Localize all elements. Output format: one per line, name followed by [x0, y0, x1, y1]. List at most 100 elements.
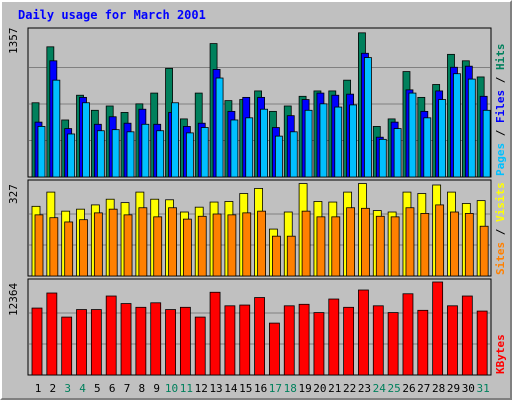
pages-bar-day-3 — [67, 133, 76, 178]
sites-bar-day-28 — [435, 204, 445, 277]
day-label-22: 22 — [343, 382, 356, 395]
day-label-26: 26 — [402, 382, 415, 395]
kbytes-bar-day-14 — [224, 305, 236, 376]
pages-bar-day-26 — [408, 92, 417, 178]
pages-bar-day-13 — [215, 77, 224, 178]
pages-bar-day-15 — [245, 117, 254, 178]
kbytes-bar-day-27 — [417, 309, 429, 376]
day-label-6: 6 — [109, 382, 116, 395]
pages-bar-day-20 — [319, 103, 328, 178]
pages-bar-day-24 — [378, 138, 387, 178]
day-label-11: 11 — [180, 382, 193, 395]
kbytes-bar-day-6 — [105, 295, 117, 376]
day-label-2: 2 — [50, 382, 57, 395]
legend-part: / — [494, 222, 507, 242]
day-label-15: 15 — [239, 382, 252, 395]
sites-bar-day-18 — [286, 235, 296, 277]
sites-bar-day-6 — [108, 208, 118, 277]
pages-bar-day-19 — [304, 109, 313, 178]
kbytes-bar-day-2 — [46, 292, 58, 376]
pages-bar-day-23 — [364, 57, 372, 178]
sites-bar-day-23 — [361, 207, 370, 277]
sites-bar-day-16 — [257, 210, 266, 277]
day-label-16: 16 — [254, 382, 267, 395]
kbytes-bar-day-24 — [372, 305, 384, 376]
kbytes-bar-day-31 — [476, 310, 488, 376]
kbytes-bar-day-13 — [209, 291, 221, 376]
sites-bar-day-20 — [316, 216, 326, 277]
kbytes-bar-day-21 — [328, 298, 340, 376]
kbytes-bar-day-22 — [343, 306, 355, 376]
day-label-12: 12 — [195, 382, 208, 395]
sites-bar-day-13 — [212, 213, 222, 277]
day-label-5: 5 — [94, 382, 101, 395]
kbytes-bar-day-5 — [90, 309, 102, 376]
legend-part: Hits — [494, 44, 507, 71]
kbytes-bar-day-4 — [76, 309, 87, 376]
sites-bar-day-1 — [34, 214, 44, 277]
sites-bar-day-9 — [153, 216, 163, 277]
kbytes-bar-day-11 — [179, 306, 191, 376]
sites-bar-day-21 — [331, 216, 341, 277]
sites-bar-day-3 — [64, 221, 74, 277]
pages-bar-day-30 — [467, 78, 476, 178]
day-label-23: 23 — [358, 382, 371, 395]
sites-bar-day-25 — [390, 216, 400, 277]
kbytes-bar-day-26 — [402, 293, 414, 376]
legend-part: Files — [494, 90, 507, 123]
pages-bar-day-16 — [260, 108, 268, 178]
sites-bar-day-27 — [420, 213, 430, 277]
kbytes-bar-day-9 — [150, 302, 162, 376]
sites-bar-day-4 — [79, 219, 88, 277]
pages-bar-day-17 — [275, 135, 283, 178]
sites-bar-day-29 — [450, 211, 459, 277]
day-label-30: 30 — [462, 382, 475, 395]
day-label-3: 3 — [64, 382, 71, 395]
series-legend-visits-sites: Sites / Visits — [494, 182, 507, 275]
sites-bar-day-7 — [123, 214, 133, 277]
pages-bar-day-2 — [52, 79, 61, 178]
day-label-7: 7 — [124, 382, 131, 395]
pages-bar-day-28 — [438, 99, 447, 178]
sites-bar-day-10 — [168, 207, 177, 277]
sites-bar-day-5 — [93, 212, 103, 277]
legend-part: Sites — [494, 242, 507, 275]
pages-bar-day-12 — [200, 127, 209, 178]
pages-bar-day-11 — [185, 132, 194, 178]
sites-bar-day-22 — [346, 207, 356, 277]
day-label-14: 14 — [224, 382, 238, 395]
kbytes-bar-day-18 — [283, 305, 295, 376]
sites-bar-day-8 — [138, 207, 148, 277]
sites-bar-day-2 — [49, 217, 59, 277]
series-legend-kbytes: KBytes — [494, 334, 507, 374]
pages-bar-day-10 — [171, 102, 179, 178]
chart-title: Daily usage for March 2001 — [18, 8, 206, 22]
day-label-10: 10 — [165, 382, 178, 395]
day-label-25: 25 — [388, 382, 401, 395]
legend-part: Pages — [494, 143, 507, 176]
legend-part: / — [494, 70, 507, 90]
day-label-17: 17 — [269, 382, 282, 395]
sites-bar-day-17 — [272, 235, 281, 277]
day-label-9: 9 — [153, 382, 160, 395]
pages-bar-day-6 — [111, 129, 120, 178]
sites-bar-day-15 — [242, 212, 252, 277]
sites-bar-day-12 — [197, 215, 207, 277]
pages-bar-day-8 — [141, 123, 150, 178]
kbytes-bar-day-10 — [165, 309, 176, 376]
pages-bar-day-18 — [289, 131, 298, 178]
pages-bar-day-31 — [482, 109, 491, 178]
kbytes-bar-day-17 — [269, 322, 280, 376]
sites-bar-day-30 — [464, 213, 474, 277]
pages-bar-day-25 — [393, 128, 402, 178]
legend-part: KBytes — [494, 334, 507, 374]
day-label-27: 27 — [417, 382, 430, 395]
kbytes-bar-day-8 — [135, 306, 147, 376]
day-label-18: 18 — [284, 382, 297, 395]
sites-bar-day-19 — [301, 210, 311, 277]
pages-bar-day-29 — [453, 73, 461, 178]
day-label-20: 20 — [313, 382, 326, 395]
pages-bar-day-14 — [230, 119, 239, 178]
sites-bar-day-26 — [405, 207, 415, 277]
